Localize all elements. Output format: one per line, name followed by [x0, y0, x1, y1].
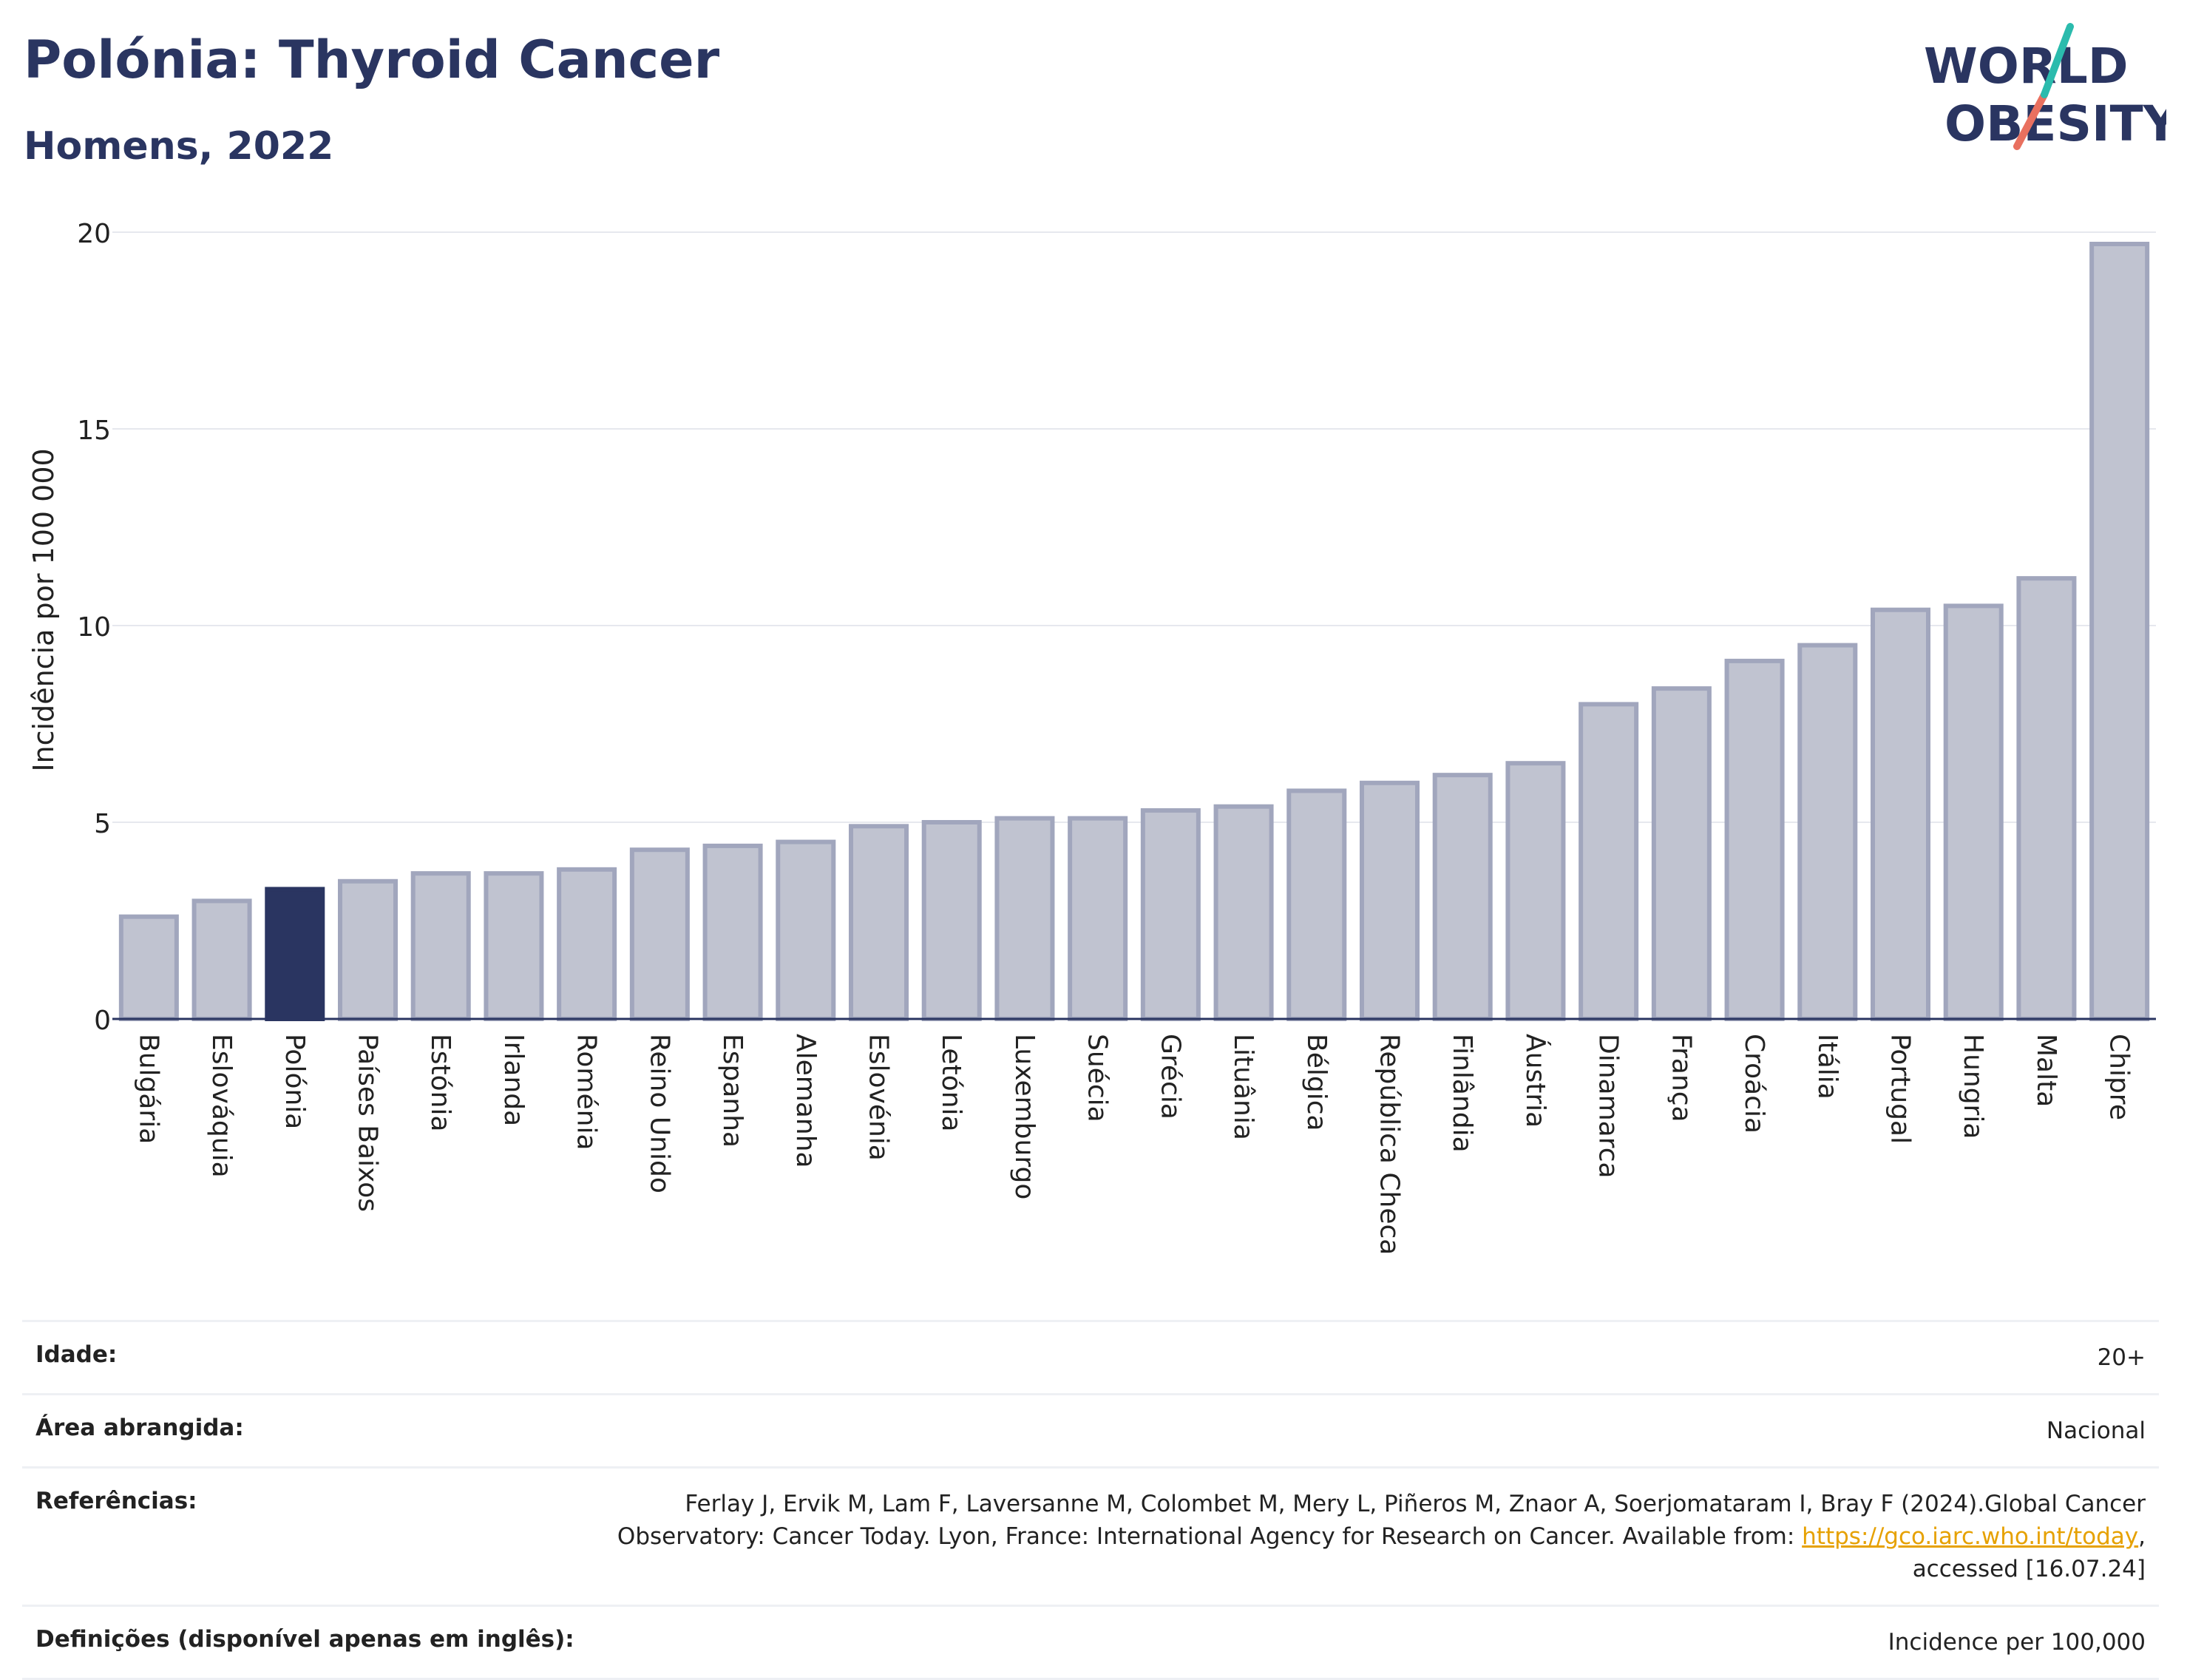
bar-frança: [1651, 686, 1712, 1021]
x-tick-label: República Checa: [1374, 1034, 1405, 1255]
x-tick-label: Áustria: [1520, 1034, 1551, 1128]
bar-bélgica: [1286, 788, 1347, 1021]
x-tick-label: França: [1666, 1034, 1696, 1122]
chart-subtitle: Homens, 2022: [24, 124, 334, 169]
bar-dinamarca: [1579, 702, 1639, 1022]
y-tick-label: 10: [77, 612, 111, 643]
bar-chipre: [2089, 241, 2150, 1022]
bars: [118, 241, 2150, 1022]
x-tick-label: Alemanha: [790, 1034, 821, 1168]
references-accessed: , accessed [16.07.24]: [1912, 1523, 2146, 1582]
bar-eslováquia: [191, 898, 252, 1022]
x-tick-label: Dinamarca: [1593, 1034, 1624, 1179]
area-value: Nacional: [2046, 1418, 2146, 1444]
x-tick-label: Hungria: [1958, 1034, 1988, 1139]
x-tick-labels: Bulgária Eslováquia Polónia Países Baixos Es…: [133, 1034, 2134, 1255]
bar-irlanda: [484, 871, 544, 1021]
bar-suécia: [1068, 816, 1128, 1021]
y-tick-label: 5: [94, 809, 111, 839]
x-tick-label: Estónia: [425, 1034, 455, 1132]
bar-portugal: [1870, 607, 1931, 1021]
y-tick-label: 20: [77, 219, 111, 249]
x-tick-label: Grécia: [1155, 1034, 1185, 1120]
bar-república-checa: [1359, 780, 1420, 1021]
meta-row-references: Referências: Ferlay J, Ervik M, Lam F, L…: [22, 1466, 2159, 1605]
grid-lines: [112, 231, 2156, 823]
meta-row-area: Área abrangida: Nacional: [22, 1393, 2159, 1466]
x-tick-label: Eslováquia: [206, 1034, 237, 1178]
metadata-table: Idade: 20+ Área abrangida: Nacional Refe…: [22, 1320, 2159, 1680]
bar-reino-unido: [629, 847, 690, 1021]
bar-bulgária: [118, 914, 179, 1021]
references-link[interactable]: https://gco.iarc.who.int/today: [1802, 1523, 2139, 1550]
x-tick-label: Polónia: [279, 1034, 310, 1129]
bar-áustria: [1505, 761, 1566, 1021]
x-tick-label: Finlândia: [1447, 1034, 1477, 1153]
x-tick-label: Portugal: [1885, 1034, 1916, 1144]
bar-alemanha: [776, 839, 836, 1021]
bar-grécia: [1140, 808, 1201, 1021]
x-tick-label: Eslovénia: [864, 1034, 894, 1161]
chart-title: Polónia: Thyroid Cancer: [24, 30, 720, 90]
x-tick-label: Países Baixos: [353, 1034, 383, 1212]
age-value: 20+: [2097, 1344, 2146, 1371]
definitions-label: Definições (disponível apenas em inglês)…: [35, 1626, 574, 1653]
x-tick-label: Espanha: [717, 1034, 747, 1148]
x-tick-label: Roménia: [572, 1034, 602, 1151]
world-obesity-logo: WORLD OBESITY: [1924, 23, 2166, 152]
bar-hungria: [1943, 603, 2004, 1021]
y-tick-labels: 0 5 10 15 20: [77, 219, 111, 1036]
meta-row-definitions: Definições (disponível apenas em inglês)…: [22, 1605, 2159, 1680]
x-tick-label: Croácia: [1739, 1034, 1769, 1134]
area-label: Área abrangida:: [35, 1415, 244, 1441]
bar-itália: [1797, 643, 1858, 1021]
logo-slash-teal: [2041, 23, 2074, 98]
definitions-value: Incidence per 100,000: [1888, 1629, 2146, 1656]
x-tick-label: Itália: [1812, 1034, 1842, 1100]
x-tick-label: Letónia: [936, 1034, 966, 1132]
bar-estónia: [410, 871, 471, 1021]
y-tick-label: 0: [94, 1006, 111, 1036]
logo-slash-coral: [2013, 91, 2048, 150]
bar-países-baixos: [337, 878, 399, 1021]
bar-finlândia: [1432, 773, 1493, 1021]
x-tick-label: Chipre: [2104, 1034, 2135, 1120]
bar-polónia: [265, 887, 325, 1021]
x-tick-label: Suécia: [1082, 1034, 1113, 1122]
y-axis-label: Incidência por 100 000: [27, 448, 60, 771]
references-value: Ferlay J, Ervik M, Lam F, Laversanne M, …: [534, 1488, 2146, 1585]
x-tick-label: Reino Unido: [644, 1034, 674, 1193]
bar-eslovénia: [848, 824, 909, 1021]
bar-letónia: [921, 820, 982, 1021]
meta-row-age: Idade: 20+: [22, 1320, 2159, 1393]
references-text: Ferlay J, Ervik M, Lam F, Laversanne M, …: [617, 1491, 2146, 1550]
bar-luxemburgo: [994, 816, 1055, 1021]
logo-line2: OBESITY: [1944, 95, 2166, 152]
x-tick-label: Bélgica: [1301, 1034, 1332, 1131]
bar-roménia: [557, 867, 617, 1022]
bar-malta: [2016, 576, 2077, 1021]
x-tick-label: Irlanda: [498, 1034, 529, 1126]
logo-line1: WORLD: [1924, 38, 2129, 95]
bar-espanha: [702, 843, 763, 1021]
x-tick-label: Lituânia: [1228, 1034, 1258, 1140]
references-label: Referências:: [35, 1488, 197, 1514]
x-tick-label: Luxemburgo: [1009, 1034, 1040, 1199]
bar-lituânia: [1213, 804, 1274, 1021]
x-tick-label: Malta: [2031, 1034, 2061, 1107]
bar-croácia: [1724, 658, 1785, 1021]
x-tick-label: Bulgária: [133, 1034, 163, 1144]
age-label: Idade:: [35, 1341, 118, 1368]
bar-chart: 0 5 10 15 20 Bulgária Eslováquia Polónia Países…: [27, 219, 2156, 1255]
y-tick-label: 15: [77, 416, 111, 446]
